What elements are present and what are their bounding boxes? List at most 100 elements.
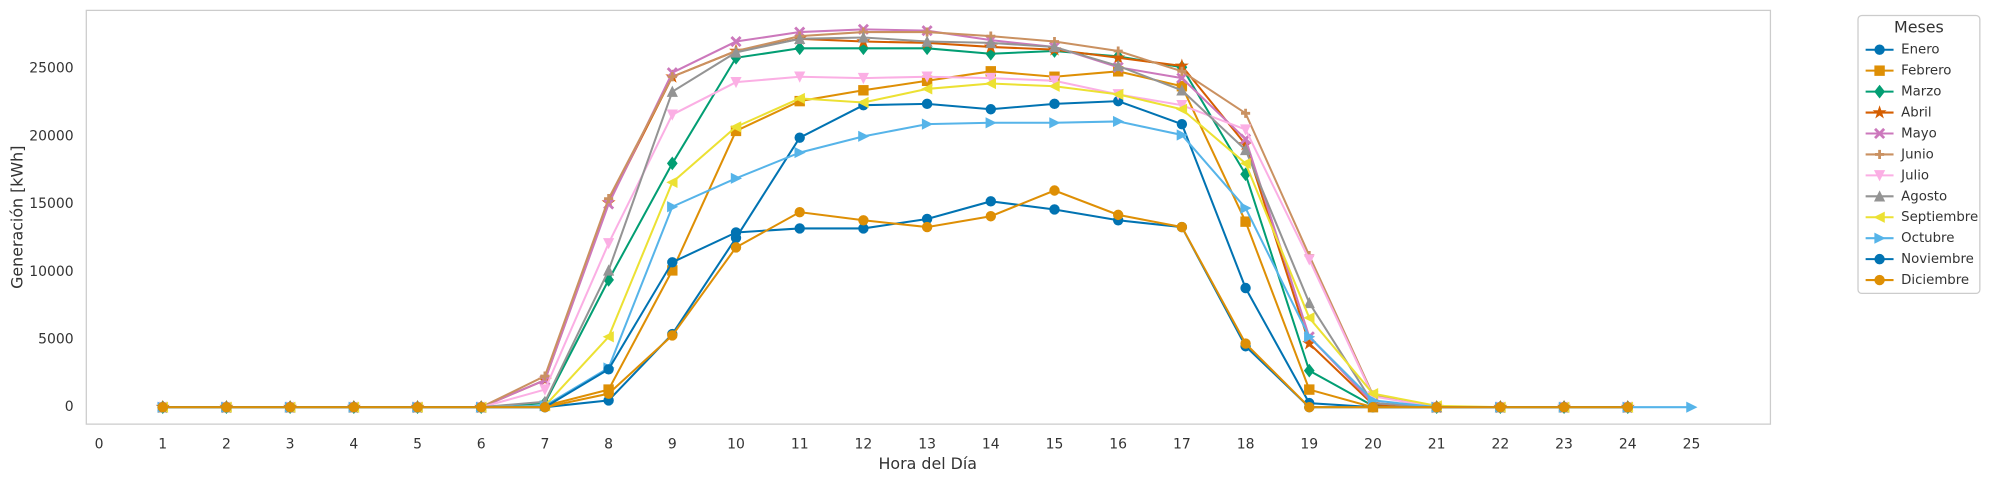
marker: [1874, 44, 1885, 55]
marker: [1113, 46, 1123, 56]
x-tick-label: 24: [1619, 436, 1637, 452]
marker: [603, 238, 615, 250]
legend-label: Febrero: [1901, 64, 1951, 79]
series-line: [162, 100, 1628, 409]
marker: [604, 194, 614, 204]
x-tick-label: 2: [222, 436, 231, 452]
marker: [1239, 157, 1251, 170]
y-tick-label: 20000: [29, 128, 73, 144]
marker: [921, 71, 933, 83]
series-line: [162, 70, 1628, 409]
series-line: [162, 189, 1628, 409]
marker: [666, 85, 678, 97]
marker: [603, 388, 614, 399]
marker: [1112, 115, 1125, 128]
marker: [221, 401, 232, 413]
legend-label: Diciembre: [1901, 273, 1969, 288]
marker: [666, 176, 678, 188]
marker: [539, 401, 551, 413]
marker: [666, 156, 678, 171]
marker: [858, 130, 870, 142]
marker: [1874, 84, 1885, 99]
marker: [1049, 185, 1060, 196]
marker: [1303, 254, 1315, 266]
x-tick-label: 18: [1237, 436, 1255, 452]
marker: [1112, 88, 1124, 100]
marker: [730, 242, 742, 253]
x-tick-label: 17: [1173, 436, 1191, 452]
marker: [1048, 75, 1061, 87]
marker: [921, 83, 933, 95]
x-tick-label: 19: [1300, 436, 1318, 452]
marker: [794, 32, 806, 45]
marker: [794, 223, 805, 234]
legend-label: Mayo: [1901, 126, 1937, 141]
marker: [667, 72, 677, 82]
y-axis-label: Generación [kWh]: [7, 146, 26, 289]
marker: [1176, 118, 1188, 130]
marker: [1240, 282, 1251, 294]
marker: [1686, 401, 1698, 413]
legend-label: Noviembre: [1901, 252, 1974, 267]
marker: [667, 201, 679, 213]
marker: [1303, 296, 1315, 309]
marker: [793, 92, 805, 105]
x-tick-label: 22: [1491, 436, 1509, 452]
marker: [921, 221, 933, 233]
marker: [603, 264, 615, 276]
marker: [667, 330, 678, 341]
marker: [794, 132, 805, 143]
legend-label: Abril: [1901, 106, 1931, 121]
marker: [1240, 216, 1251, 227]
y-tick-label: 25000: [29, 61, 73, 77]
marker: [1872, 105, 1887, 119]
y-tick-label: 15000: [29, 196, 73, 212]
x-tick-label: 1: [158, 436, 167, 452]
x-tick-label: 11: [791, 436, 809, 452]
marker: [1175, 103, 1188, 115]
marker: [1622, 401, 1633, 413]
marker: [476, 401, 487, 413]
x-tick-label: 23: [1555, 436, 1573, 452]
legend-label: Enero: [1901, 43, 1939, 58]
marker: [985, 211, 996, 222]
marker: [667, 257, 678, 268]
marker: [922, 27, 932, 37]
marker: [1177, 66, 1187, 76]
legend-label: Marzo: [1901, 85, 1941, 100]
x-tick-label: 14: [982, 436, 1000, 452]
legend-label: Junio: [1900, 147, 1934, 162]
series-line: [162, 120, 1692, 409]
marker: [1111, 50, 1126, 64]
marker: [1873, 190, 1886, 202]
x-tick-label: 16: [1109, 436, 1127, 452]
marker: [1874, 232, 1886, 244]
legend-label: Septiembre: [1901, 210, 1978, 225]
y-tick-label: 5000: [38, 331, 74, 347]
x-tick-label: 25: [1683, 436, 1701, 452]
marker: [284, 401, 296, 413]
marker: [1240, 338, 1251, 349]
marker: [1304, 401, 1315, 413]
x-tick-label: 7: [540, 436, 549, 452]
marker: [921, 118, 934, 130]
legend-label: Agosto: [1901, 189, 1947, 204]
legend-label: Julio: [1900, 168, 1929, 183]
y-tick-label: 10000: [29, 264, 73, 280]
legend-title: Meses: [1894, 18, 1944, 37]
plot-frame: [85, 9, 1772, 425]
marker: [603, 364, 614, 375]
legend-label: Octubre: [1901, 231, 1954, 246]
marker: [1049, 98, 1060, 110]
x-axis-label: Hora del Día: [878, 454, 977, 473]
x-tick-label: 12: [855, 436, 873, 452]
x-tick-label: 8: [604, 436, 613, 452]
marker: [1048, 80, 1060, 92]
y-tick-label: 0: [65, 399, 74, 415]
x-tick-label: 0: [95, 436, 104, 452]
marker: [602, 331, 614, 343]
series-line: [162, 82, 1628, 409]
marker: [1875, 149, 1885, 159]
marker: [985, 72, 997, 85]
marker: [985, 104, 996, 115]
